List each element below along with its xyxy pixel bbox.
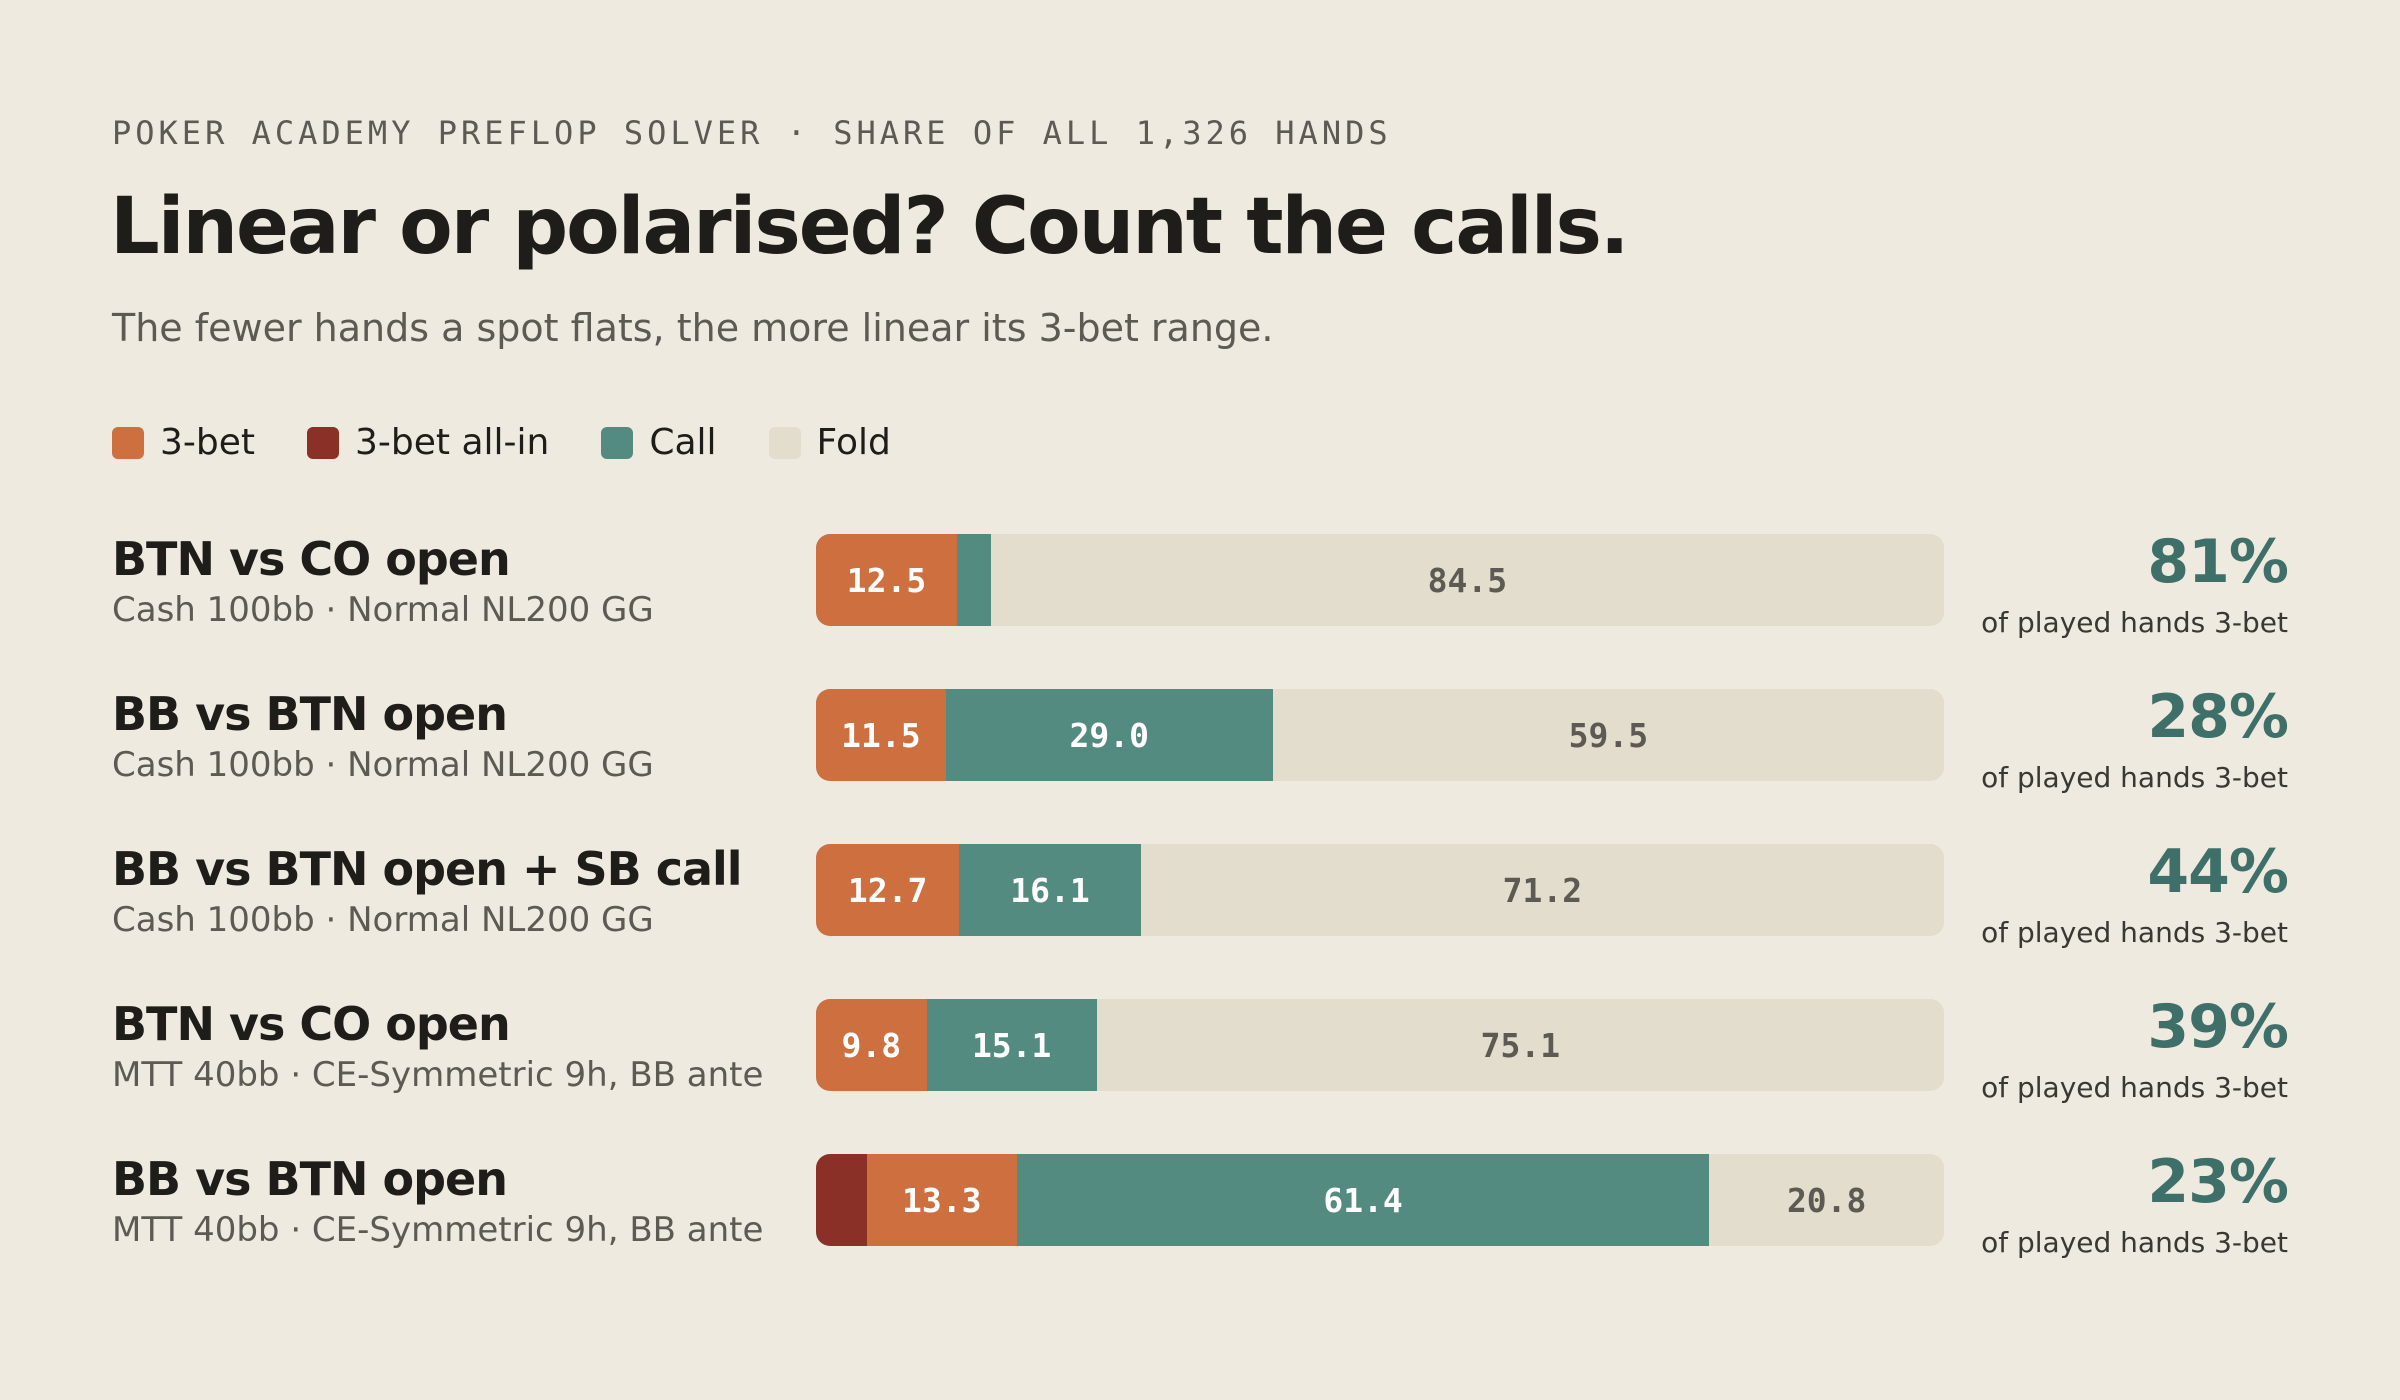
row-metric: 39% of played hands 3-bet: [1981, 992, 2289, 1104]
row-label: BB vs BTN open Cash 100bb · Normal NL200 …: [112, 687, 654, 785]
row-title: BTN vs CO open: [112, 532, 511, 586]
legend: 3-bet 3-bet all-in Call Fold: [112, 422, 943, 463]
bar-segment-call: 16.1: [959, 844, 1141, 936]
legend-item-3bet: 3-bet: [112, 422, 255, 463]
row-title: BB vs BTN open: [112, 1152, 508, 1206]
data-label: 75.1: [1480, 1025, 1561, 1065]
bar-segment-fold: 20.8: [1709, 1154, 1944, 1246]
bar-segment-fold: 71.2: [1140, 844, 1944, 936]
bar-segment-fold: 84.5: [990, 534, 1944, 626]
metric-caption: of played hands 3-bet: [1981, 1226, 2288, 1259]
legend-label-call: Call: [649, 422, 717, 463]
stacked-bar: 12.5 84.5: [816, 534, 1944, 626]
data-label: 15.1: [971, 1025, 1052, 1065]
metric-value: 81%: [2147, 527, 2289, 597]
page-title: Linear or polarised? Count the calls.: [110, 182, 1629, 272]
metric-caption: of played hands 3-bet: [1981, 606, 2288, 639]
metric-value: 23%: [2147, 1147, 2289, 1217]
bar-segment-3bet: 9.8: [816, 999, 927, 1091]
bar-segment-fold: 75.1: [1096, 999, 1944, 1091]
legend-swatch-fold: [768, 426, 801, 459]
page-subtitle: The fewer hands a spot flats, the more l…: [112, 306, 1274, 350]
row-label: BTN vs CO open MTT 40bb · CE-Symmetric 9h…: [112, 997, 763, 1095]
metric-caption: of played hands 3-bet: [1981, 1071, 2288, 1104]
row-label: BB vs BTN open + SB call Cash 100bb · Nor…: [112, 842, 743, 940]
data-label: 71.2: [1502, 870, 1583, 910]
data-label: 84.5: [1427, 560, 1508, 600]
row-title: BB vs BTN open: [112, 687, 508, 741]
row-metric: 28% of played hands 3-bet: [1981, 682, 2289, 794]
row-subtitle: MTT 40bb · CE-Symmetric 9h, BB ante: [112, 1210, 764, 1250]
bar-segment-3bet: 12.7: [816, 844, 960, 936]
legend-label-3bet-allin: 3-bet all-in: [355, 422, 550, 463]
row-title: BTN vs CO open: [112, 997, 511, 1051]
legend-label-3bet: 3-bet: [160, 422, 256, 463]
metric-value: 39%: [2147, 992, 2289, 1062]
bar-segment-call: 15.1: [926, 999, 1097, 1091]
legend-swatch-3bet: [112, 426, 144, 459]
metric-caption: of played hands 3-bet: [1981, 916, 2288, 949]
bar-segment-call: 29.0: [945, 689, 1273, 781]
row-title: BB vs BTN open + SB call: [112, 842, 743, 896]
data-label: 11.5: [841, 715, 921, 755]
data-label: 59.5: [1568, 715, 1649, 755]
data-label: 13.3: [902, 1180, 982, 1220]
row-subtitle: MTT 40bb · CE-Symmetric 9h, BB ante: [112, 1055, 764, 1095]
bar-segment-3bet: 11.5: [816, 689, 946, 781]
legend-item-fold: Fold: [768, 422, 891, 463]
bar-segment-3bet: 12.5: [816, 534, 957, 626]
data-label: 61.4: [1323, 1180, 1403, 1220]
data-label: 20.8: [1786, 1180, 1867, 1220]
stacked-bar: 9.8 15.1 75.1: [816, 999, 1944, 1091]
data-label: 9.8: [841, 1025, 902, 1065]
bar-segment-call: [957, 534, 991, 626]
row-subtitle: Cash 100bb · Normal NL200 GG: [112, 590, 654, 630]
metric-value: 44%: [2147, 837, 2289, 907]
data-label: 29.0: [1069, 715, 1150, 755]
metric-caption: of played hands 3-bet: [1981, 761, 2288, 794]
data-label: 12.5: [846, 560, 927, 600]
row-metric: 81% of played hands 3-bet: [1981, 527, 2289, 639]
data-label: 16.1: [1010, 870, 1090, 910]
legend-swatch-call: [601, 426, 634, 459]
bar-segment-call: 61.4: [1016, 1154, 1710, 1246]
legend-label-fold: Fold: [816, 422, 891, 463]
row-metric: 44% of played hands 3-bet: [1981, 837, 2289, 949]
legend-swatch-3bet-allin: [307, 426, 340, 459]
eyebrow: POKER ACADEMY PREFLOP SOLVER · SHARE OF …: [112, 114, 1392, 152]
row-label: BB vs BTN open MTT 40bb · CE-Symmetric 9h…: [112, 1152, 763, 1250]
stacked-bar: 12.7 16.1 71.2: [816, 844, 1944, 936]
row-label: BTN vs CO open Cash 100bb · Normal NL200 …: [112, 532, 654, 630]
legend-item-call: Call: [601, 422, 717, 463]
bar-segment-3bet: 13.3: [866, 1154, 1017, 1246]
data-label: 12.7: [847, 870, 928, 910]
bar-segment-fold: 59.5: [1272, 689, 1944, 781]
bar-segment-3bet-allin: [816, 1154, 867, 1246]
stacked-bar: 13.3 61.4 20.8: [816, 1154, 1944, 1246]
stacked-bar: 11.5 29.0 59.5: [816, 689, 1944, 781]
row-subtitle: Cash 100bb · Normal NL200 GG: [112, 900, 654, 940]
row-subtitle: Cash 100bb · Normal NL200 GG: [112, 745, 654, 785]
legend-item-3bet-allin: 3-bet all-in: [307, 422, 549, 463]
metric-value: 28%: [2147, 682, 2289, 752]
row-metric: 23% of played hands 3-bet: [1981, 1147, 2289, 1259]
